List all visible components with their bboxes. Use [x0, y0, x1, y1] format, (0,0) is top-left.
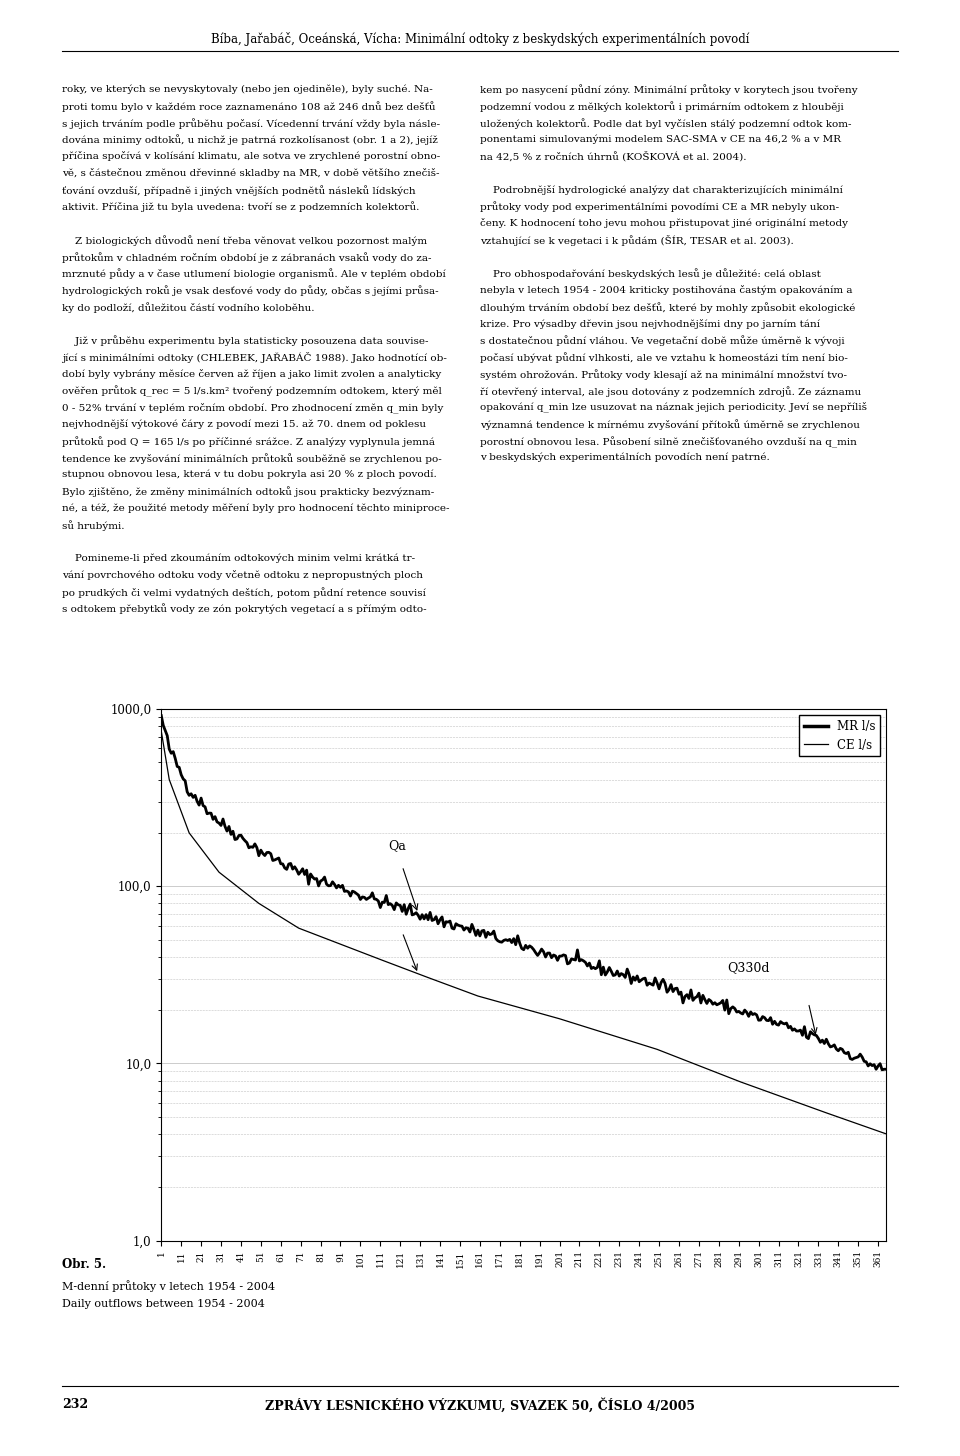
- Text: podzemní vodou z mělkých kolektorů i primárním odtokem z hlouběji: podzemní vodou z mělkých kolektorů i pri…: [480, 100, 844, 112]
- Text: na 42,5 % z ročních úhrnů (KOŠKOVÁ et al. 2004).: na 42,5 % z ročních úhrnů (KOŠKOVÁ et al…: [480, 151, 747, 162]
- Text: 232: 232: [62, 1398, 88, 1411]
- Text: Pomineme-li před zkoumáním odtokových minim velmi krátká tr-: Pomineme-li před zkoumáním odtokových mi…: [62, 553, 416, 563]
- Text: Obr. 5.: Obr. 5.: [62, 1258, 107, 1271]
- Text: né, a též, že použité metody měření byly pro hodnocení těchto miniproce-: né, a též, že použité metody měření byly…: [62, 502, 450, 513]
- Text: dlouhým trváním období bez dešťů, které by mohly způsobit ekologické: dlouhým trváním období bez dešťů, které …: [480, 303, 855, 313]
- Text: nebyla v letech 1954 - 2004 kriticky postihována častým opakováním a: nebyla v letech 1954 - 2004 kriticky pos…: [480, 285, 852, 296]
- Text: počasí ubývat půdní vlhkosti, ale ve vztahu k homeostázi tím není bio-: počasí ubývat půdní vlhkosti, ale ve vzt…: [480, 352, 848, 363]
- Text: tendence ke zvyšování minimálních průtoků souběžně se zrychlenou po-: tendence ke zvyšování minimálních průtok…: [62, 453, 443, 463]
- Text: Q330d: Q330d: [727, 961, 769, 974]
- Text: proti tomu bylo v každém roce zaznamenáno 108 až 246 dnů bez dešťů: proti tomu bylo v každém roce zaznamenán…: [62, 100, 436, 112]
- Text: ří otevřený interval, ale jsou dotovány z podzemních zdrojů. Ze záznamu: ří otevřený interval, ale jsou dotovány …: [480, 386, 861, 396]
- Text: Z biologických důvodů není třeba věnovat velkou pozornost malým: Z biologických důvodů není třeba věnovat…: [62, 236, 427, 246]
- Text: po prudkých či velmi vydatných deštích, potom půdní retence souvisí: po prudkých či velmi vydatných deštích, …: [62, 587, 426, 597]
- Text: M-denní průtoky v letech 1954 - 2004: M-denní průtoky v letech 1954 - 2004: [62, 1280, 276, 1291]
- Text: hydrologických roků je vsak desťové vody do půdy, občas s jejími průsa-: hydrologických roků je vsak desťové vody…: [62, 285, 439, 296]
- Text: dobí byly vybrány měsíce červen až říjen a jako limit zvolen a analyticky: dobí byly vybrány měsíce červen až říjen…: [62, 368, 442, 379]
- Text: 0 - 52% trvání v teplém ročním období. Pro zhodnocení změn q_min byly: 0 - 52% trvání v teplém ročním období. P…: [62, 402, 444, 414]
- Text: uložených kolektorů. Podle dat byl vyčíslen stálý podzemní odtok kom-: uložených kolektorů. Podle dat byl vyčís…: [480, 118, 852, 128]
- Text: systém ohrožován. Průtoky vody klesají až na minimální množství tvo-: systém ohrožován. Průtoky vody klesají a…: [480, 368, 847, 380]
- Text: Pro obhospodařování beskydských lesů je důležité: celá oblast: Pro obhospodařování beskydských lesů je …: [480, 268, 821, 280]
- Text: vě, s částečnou změnou dřevinné skladby na MR, v době většího znečiš-: vě, s částečnou změnou dřevinné skladby …: [62, 169, 440, 178]
- Text: Daily outflows between 1954 - 2004: Daily outflows between 1954 - 2004: [62, 1299, 265, 1309]
- Text: čeny. K hodnocení toho jevu mohou přistupovat jiné originální metody: čeny. K hodnocení toho jevu mohou přistu…: [480, 218, 848, 229]
- Text: ZPRÁVY LESNICKÉHO VÝZKUMU, SVAZEK 50, ČÍSLO 4/2005: ZPRÁVY LESNICKÉHO VÝZKUMU, SVAZEK 50, ČÍ…: [265, 1398, 695, 1412]
- Text: ky do podloží, důležitou částí vodního koloběhu.: ky do podloží, důležitou částí vodního k…: [62, 303, 315, 313]
- Text: sů hrubými.: sů hrubými.: [62, 520, 125, 530]
- Text: Qa: Qa: [388, 840, 406, 853]
- Text: mrznuté půdy a v čase utlumení biologie organismů. Ale v teplém období: mrznuté půdy a v čase utlumení biologie …: [62, 268, 446, 280]
- Text: s dostatečnou půdní vláhou. Ve vegetační době může úměrně k vývoji: s dostatečnou půdní vláhou. Ve vegetační…: [480, 335, 845, 347]
- Text: nejvhodnější výtokové čáry z povodí mezi 15. až 70. dnem od poklesu: nejvhodnější výtokové čáry z povodí mezi…: [62, 419, 426, 430]
- Text: vání povrchového odtoku vody včetně odtoku z nepropustných ploch: vání povrchového odtoku vody včetně odto…: [62, 571, 423, 579]
- Text: ověřen průtok q_rec = 5 l/s.km² tvořený podzemním odtokem, který měl: ověřen průtok q_rec = 5 l/s.km² tvořený …: [62, 386, 443, 397]
- Text: příčina spočívá v kolísání klimatu, ale sotva ve zrychlené porostní obno-: příčina spočívá v kolísání klimatu, ale …: [62, 151, 441, 162]
- Text: vztahující se k vegetaci i k půdám (ŠÍR, TESAR et al. 2003).: vztahující se k vegetaci i k půdám (ŠÍR,…: [480, 236, 794, 246]
- Text: krize. Pro výsadby dřevin jsou nejvhodnějšími dny po jarním tání: krize. Pro výsadby dřevin jsou nejvhodně…: [480, 319, 820, 329]
- Text: v beskydských experimentálních povodích není patrné.: v beskydských experimentálních povodích …: [480, 453, 770, 463]
- Text: průtoků pod Q = 165 l/s po příčinné srážce. Z analýzy vyplynula jemná: průtoků pod Q = 165 l/s po příčinné sráž…: [62, 437, 436, 447]
- Text: ponentami simulovanými modelem SAC-SMA v CE na 46,2 % a v MR: ponentami simulovanými modelem SAC-SMA v…: [480, 135, 841, 144]
- Text: kem po nasycení půdní zóny. Minimální průtoky v korytech jsou tvořeny: kem po nasycení půdní zóny. Minimální pr…: [480, 84, 857, 95]
- Text: jící s minimálními odtoky (CHLEBEK, JAŘABÁČ 1988). Jako hodnotící ob-: jící s minimálními odtoky (CHLEBEK, JAŘA…: [62, 352, 447, 364]
- Text: stupnou obnovou lesa, která v tu dobu pokryla asi 20 % z ploch povodí.: stupnou obnovou lesa, která v tu dobu po…: [62, 469, 437, 479]
- Text: ťování ovzduší, případně i jiných vnějších podnětů násleků lídských: ťování ovzduší, případně i jiných vnější…: [62, 185, 416, 195]
- Text: Již v průběhu experimentu byla statisticky posouzena data souvise-: Již v průběhu experimentu byla statistic…: [62, 335, 429, 347]
- Text: průtokům v chladném ročním období je z zábranách vsaků vody do za-: průtokům v chladném ročním období je z z…: [62, 252, 432, 262]
- Text: porostní obnovou lesa. Působení silně znečišťovaného ovzduší na q_min: porostní obnovou lesa. Působení silně zn…: [480, 437, 857, 447]
- Text: Bylo zjištěno, že změny minimálních odtoků jsou prakticky bezvýznam-: Bylo zjištěno, že změny minimálních odto…: [62, 486, 435, 496]
- Text: aktivit. Příčina již tu byla uvedena: tvoří se z podzemních kolektorů.: aktivit. Příčina již tu byla uvedena: tv…: [62, 202, 420, 213]
- Text: Podrobnější hydrologické analýzy dat charakterizujících minimální: Podrobnější hydrologické analýzy dat cha…: [480, 185, 843, 195]
- Text: roky, ve kterých se nevyskytovaly (nebo jen ojediněle), byly suché. Na-: roky, ve kterých se nevyskytovaly (nebo …: [62, 84, 433, 95]
- Text: s odtokem přebytků vody ze zón pokrytých vegetací a s přímým odto-: s odtokem přebytků vody ze zón pokrytých…: [62, 604, 427, 614]
- Text: s jejich trváním podle průběhu počasí. Vícedenní trvání vždy byla násle-: s jejich trváním podle průběhu počasí. V…: [62, 118, 441, 128]
- Legend: MR l/s, CE l/s: MR l/s, CE l/s: [799, 715, 880, 756]
- Text: Bíba, Jařabáč, Oceánská, Vícha: Minimální odtoky z beskydských experimentálních : Bíba, Jařabáč, Oceánská, Vícha: Minimáln…: [211, 32, 749, 47]
- Text: dována minimy odtoků, u nichž je patrná rozkolísanost (obr. 1 a 2), jejíž: dována minimy odtoků, u nichž je patrná …: [62, 135, 439, 146]
- Text: významná tendence k mírnému zvyšování přítoků úměrně se zrychlenou: významná tendence k mírnému zvyšování př…: [480, 419, 860, 430]
- Text: průtoky vody pod experimentálními povodími CE a MR nebyly ukon-: průtoky vody pod experimentálními povodí…: [480, 202, 839, 213]
- Text: opakování q_min lze usuzovat na náznak jejich periodicity. Jeví se nepříliš: opakování q_min lze usuzovat na náznak j…: [480, 402, 867, 414]
